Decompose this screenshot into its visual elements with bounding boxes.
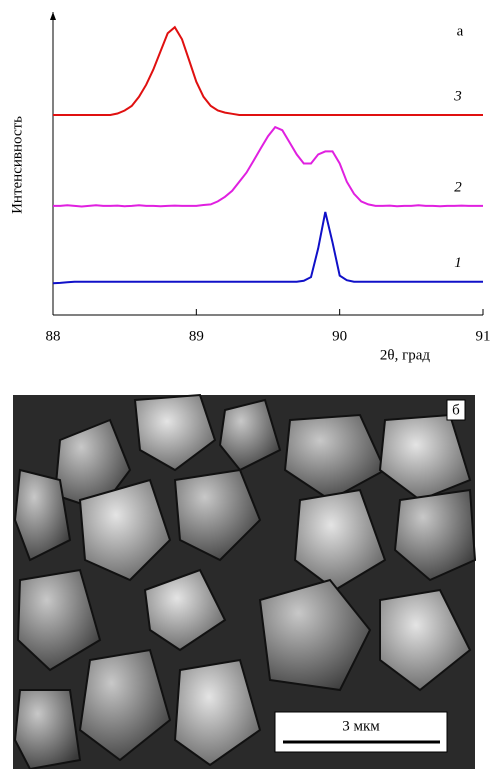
line-series	[53, 125, 483, 208]
x-tick-label: 88	[46, 328, 61, 344]
line-series	[52, 211, 483, 285]
series-label: 2	[454, 179, 462, 195]
y-axis-label: Интенсивность	[9, 116, 25, 214]
x-tick-label: 89	[189, 328, 204, 344]
panel-b-label: б	[452, 402, 460, 418]
series-label: 1	[454, 255, 462, 271]
series-label: 3	[453, 88, 462, 104]
line-series	[53, 25, 483, 116]
x-tick-label: 90	[332, 328, 347, 344]
x-tick-label: 91	[476, 328, 491, 344]
axis-arrow	[50, 12, 56, 20]
sem-image: б 3 мкм	[13, 393, 477, 769]
scale-bar-label: 3 мкм	[342, 718, 380, 734]
plot: 88 89 90 91 1 2 3	[46, 12, 491, 344]
panel-label: а	[457, 23, 464, 39]
x-axis-label: 2θ, град	[380, 347, 430, 363]
